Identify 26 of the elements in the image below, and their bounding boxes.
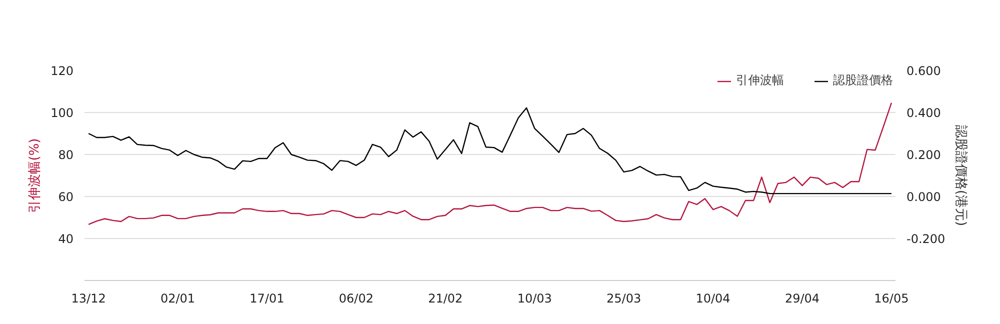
line-series: [88, 102, 892, 226]
y2-axis-title: 認股證價格(港元): [953, 124, 968, 226]
x-tick-label: 13/12: [71, 292, 106, 306]
x-tick-label: 10/03: [517, 292, 552, 306]
x-tick-label: 06/02: [338, 292, 374, 306]
y2-tick-label: -0.200: [906, 232, 946, 246]
x-tick-label: 10/04: [696, 292, 730, 306]
y-axis-title: 引伸波幅(%): [28, 138, 43, 213]
y2-tick-label: 0.400: [906, 106, 941, 120]
y-tick-label: 60: [58, 190, 74, 204]
x-tick-label: 21/02: [428, 292, 463, 306]
x-tick-label: 25/03: [606, 292, 642, 306]
y-tick-label: 40: [58, 232, 74, 246]
y-tick-label: 80: [58, 148, 74, 162]
x-tick-label: 16/05: [874, 292, 909, 306]
legend-label: 引伸波幅: [736, 72, 784, 89]
x-tick-label: 29/04: [784, 292, 820, 306]
y2-tick-label: 0.000: [906, 190, 941, 204]
legend-label: 認股證價格: [833, 72, 893, 89]
x-tick-label: 17/01: [250, 292, 284, 306]
y-tick-label: 100: [50, 106, 74, 120]
line-series: [88, 107, 892, 194]
y2-tick-label: 0.600: [906, 64, 941, 78]
x-tick-label: 02/01: [160, 292, 196, 306]
y-tick-label: 120: [50, 64, 74, 78]
y2-tick-label: 0.200: [906, 148, 941, 162]
